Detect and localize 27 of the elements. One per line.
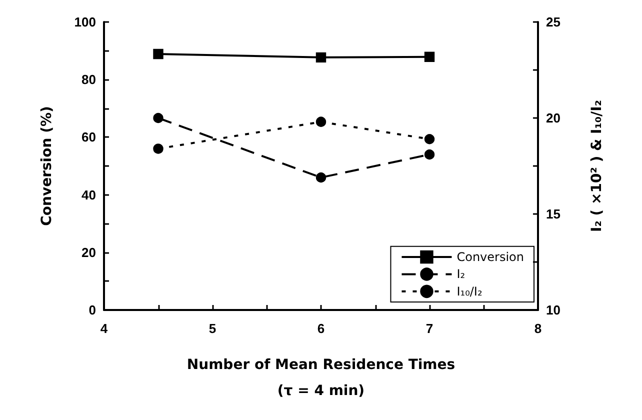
- x-tick-label: 7: [426, 321, 434, 336]
- y2-tick-label: 10: [546, 302, 560, 318]
- point: [424, 149, 435, 160]
- x-tick-label: 4: [100, 321, 108, 336]
- x-tick-label: 6: [317, 321, 325, 336]
- legend-label: I₁₀/I₂: [456, 284, 482, 298]
- x-tick-label: 8: [534, 321, 542, 336]
- x-tick-label: 5: [208, 321, 216, 336]
- legend-label: Conversion: [456, 250, 524, 264]
- y2-tick-label: 20: [546, 110, 560, 126]
- y-tick-label: 40: [82, 187, 96, 202]
- x-axis-title: Number of Mean Residence Times (τ = 4 min): [186, 357, 456, 399]
- y-tick-label: 100: [74, 14, 96, 30]
- legend-label: I₂: [456, 267, 466, 282]
- y-tick-label: 20: [82, 244, 96, 260]
- point: [316, 172, 326, 183]
- point: [424, 134, 435, 144]
- y-tick-label: 0: [88, 302, 96, 318]
- y2-tick-label: 15: [546, 206, 560, 222]
- point: [153, 144, 164, 154]
- y2-axis-title: I₂ ( ×10² ) & I₁₀/I₂: [589, 100, 605, 232]
- y-tick-label: 80: [82, 72, 96, 88]
- point: [153, 112, 164, 124]
- y-tick-label: 60: [82, 130, 96, 145]
- y-axis-title: Conversion (%): [39, 106, 55, 226]
- y2-tick-label: 25: [546, 14, 560, 30]
- point: [316, 116, 326, 127]
